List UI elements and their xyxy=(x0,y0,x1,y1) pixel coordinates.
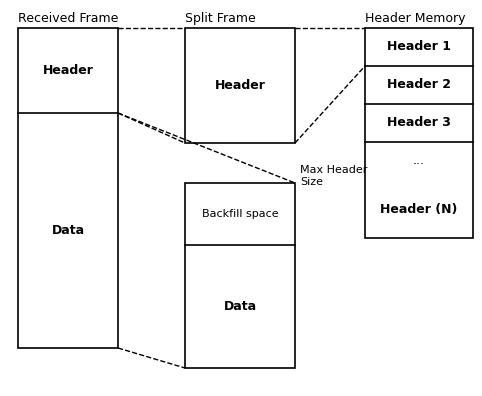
Text: Header: Header xyxy=(214,79,266,92)
Text: Header 3: Header 3 xyxy=(387,116,451,129)
Text: Received Frame: Received Frame xyxy=(18,12,119,25)
Text: Header (N): Header (N) xyxy=(380,202,458,215)
Text: ...: ... xyxy=(413,154,425,168)
Bar xyxy=(185,28,295,143)
Bar xyxy=(365,28,473,238)
Bar xyxy=(185,183,295,368)
Text: Header 1: Header 1 xyxy=(387,40,451,53)
Text: Header 2: Header 2 xyxy=(387,78,451,91)
Text: Header: Header xyxy=(42,64,94,77)
Text: Backfill space: Backfill space xyxy=(201,209,278,219)
Text: Split Frame: Split Frame xyxy=(185,12,256,25)
Text: Max Header
Size: Max Header Size xyxy=(300,165,367,187)
Text: Header Memory: Header Memory xyxy=(365,12,466,25)
Bar xyxy=(18,28,118,348)
Text: Data: Data xyxy=(52,224,84,237)
Text: Data: Data xyxy=(224,300,256,313)
